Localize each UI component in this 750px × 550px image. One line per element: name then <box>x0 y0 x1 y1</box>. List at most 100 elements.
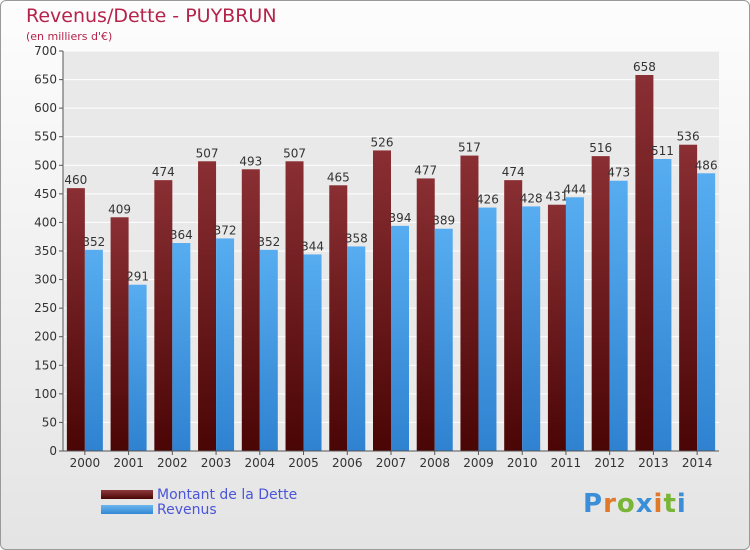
bar-dette <box>198 161 217 452</box>
chart-legend: Montant de la Dette Revenus <box>101 486 298 518</box>
x-tick-label: 2007 <box>376 456 407 470</box>
y-tick-label: 0 <box>49 444 57 458</box>
legend-swatch-dette <box>101 490 153 499</box>
bar-revenus <box>522 206 541 451</box>
bar-revenus <box>565 197 584 451</box>
logo-letter: i <box>676 489 687 519</box>
data-label-dette: 526 <box>371 135 394 149</box>
logo-letter: x <box>635 489 654 519</box>
y-tick-label: 550 <box>34 130 57 144</box>
bar-revenus <box>434 228 453 451</box>
logo-letter: t <box>663 489 677 519</box>
bar-revenus <box>653 159 672 451</box>
y-tick-label: 150 <box>34 358 57 372</box>
x-tick-label: 2008 <box>419 456 450 470</box>
data-label-revenus: 426 <box>476 193 499 207</box>
bar-dette <box>679 144 698 451</box>
bar-dette <box>285 161 304 452</box>
y-tick-label: 250 <box>34 301 57 315</box>
bar-dette <box>241 169 260 452</box>
bar-dette <box>373 150 391 451</box>
data-label-dette: 517 <box>458 141 481 155</box>
data-label-revenus: 428 <box>520 191 543 205</box>
proxiti-logo: Proxiti <box>583 489 687 519</box>
data-label-dette: 536 <box>677 130 700 144</box>
y-tick-label: 600 <box>34 101 57 115</box>
data-label-revenus: 473 <box>607 166 630 180</box>
data-label-dette: 493 <box>239 154 262 168</box>
y-tick-label: 500 <box>34 158 57 172</box>
data-label-revenus: 394 <box>389 211 412 225</box>
data-label-revenus: 352 <box>82 235 105 249</box>
bar-revenus <box>303 254 322 451</box>
x-tick-label: 2010 <box>507 456 538 470</box>
logo-letter: o <box>616 489 636 519</box>
y-tick-label: 350 <box>34 244 57 258</box>
logo-letter: r <box>603 489 617 519</box>
x-tick-label: 2001 <box>113 456 144 470</box>
data-label-dette: 507 <box>283 146 306 160</box>
y-tick-label: 100 <box>34 387 57 401</box>
y-tick-label: 650 <box>34 73 57 87</box>
x-tick-label: 2014 <box>682 456 713 470</box>
data-label-revenus: 352 <box>257 235 280 249</box>
bar-revenus <box>259 249 278 451</box>
bar-dette <box>154 180 173 451</box>
data-label-revenus: 372 <box>214 223 237 237</box>
bar-dette <box>591 156 610 451</box>
bar-revenus <box>128 284 147 451</box>
data-label-revenus: 444 <box>563 182 586 196</box>
x-tick-label: 2011 <box>551 456 582 470</box>
data-label-dette: 465 <box>327 170 350 184</box>
y-tick-label: 300 <box>34 273 57 287</box>
bar-dette <box>66 188 85 451</box>
legend-label-revenus: Revenus <box>157 501 217 518</box>
bar-revenus <box>478 207 497 451</box>
data-label-dette: 516 <box>589 141 612 155</box>
bar-revenus <box>609 180 628 451</box>
data-label-dette: 507 <box>196 146 219 160</box>
chart-subtitle: (en milliers d'€) <box>26 30 113 43</box>
data-label-dette: 474 <box>502 165 525 179</box>
bar-revenus <box>391 225 409 451</box>
data-label-dette: 477 <box>414 163 437 177</box>
x-tick-label: 2013 <box>638 456 669 470</box>
chart-title: Revenus/Dette - PUYBRUN <box>26 5 277 27</box>
bar-dette <box>635 75 654 451</box>
data-label-revenus: 511 <box>651 144 674 158</box>
data-label-revenus: 344 <box>301 239 324 253</box>
x-tick-label: 2000 <box>70 456 101 470</box>
data-label-revenus: 486 <box>695 158 718 172</box>
bar-dette <box>329 185 348 452</box>
y-tick-label: 50 <box>42 415 57 429</box>
x-tick-label: 2012 <box>594 456 625 470</box>
x-tick-label: 2003 <box>201 456 232 470</box>
bar-dette <box>504 180 523 451</box>
y-tick-label: 400 <box>34 215 57 229</box>
data-label-dette: 409 <box>108 202 131 216</box>
data-label-dette: 460 <box>64 173 87 187</box>
logo-letter: i <box>653 489 664 519</box>
bar-dette <box>416 178 435 451</box>
y-tick-label: 700 <box>34 44 57 58</box>
bar-revenus <box>172 243 191 451</box>
data-label-dette: 474 <box>152 165 175 179</box>
legend-item-dette: Montant de la Dette <box>101 486 298 503</box>
data-label-dette: 431 <box>545 190 568 204</box>
y-tick-label: 200 <box>34 330 57 344</box>
data-label-revenus: 358 <box>345 231 368 245</box>
logo-letter: P <box>583 489 604 519</box>
bar-revenus <box>347 246 366 451</box>
data-label-revenus: 364 <box>170 228 193 242</box>
bar-revenus <box>697 173 716 452</box>
x-tick-label: 2006 <box>332 456 363 470</box>
x-tick-label: 2009 <box>463 456 494 470</box>
bar-dette <box>110 217 129 451</box>
legend-label-dette: Montant de la Dette <box>157 486 298 503</box>
bar-revenus <box>216 238 235 451</box>
legend-swatch-revenus <box>101 505 153 514</box>
data-label-revenus: 389 <box>432 214 455 228</box>
legend-item-revenus: Revenus <box>101 501 297 518</box>
